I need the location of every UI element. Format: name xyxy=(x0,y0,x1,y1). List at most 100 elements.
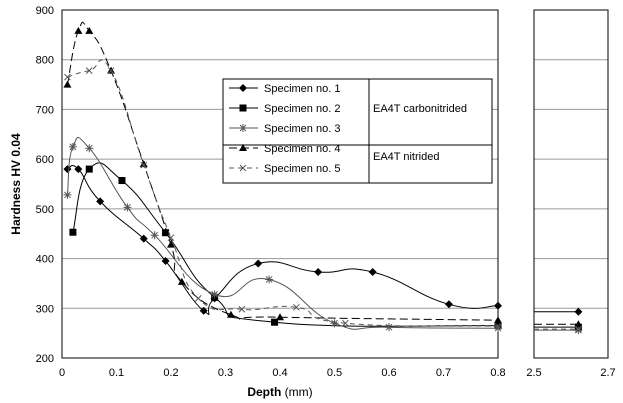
y-tick-label: 500 xyxy=(36,204,54,216)
legend-swatch-marker xyxy=(239,124,247,132)
legend-swatch-marker xyxy=(239,164,247,172)
series-5-marker xyxy=(107,67,115,75)
x-tick-label: 0.8 xyxy=(490,367,505,379)
series-1-marker xyxy=(444,300,453,309)
legend-entries: Specimen no. 1 Specimen no. 2 Specimen no.… xyxy=(229,83,340,175)
legend-label: Specimen no. 2 xyxy=(264,103,340,115)
series-4-marker xyxy=(85,26,94,34)
x-axis-unit: (mm) xyxy=(285,385,313,399)
x-tick-label: 0.5 xyxy=(327,367,342,379)
series-1-marker xyxy=(368,267,377,276)
x-tick-label: 0.3 xyxy=(218,367,233,379)
x-axis-title-text: Depth xyxy=(247,385,281,399)
series-3 xyxy=(63,136,583,335)
legend-swatch-marker xyxy=(239,104,247,112)
y-tick-label: 300 xyxy=(36,303,54,315)
series-1-marker xyxy=(494,301,502,310)
y-tick-label: 400 xyxy=(36,254,54,266)
series-1-marker xyxy=(254,259,263,268)
right-gridlines xyxy=(534,59,608,309)
series-3-marker xyxy=(85,144,94,153)
series-5-marker xyxy=(64,73,71,81)
series-3-marker xyxy=(265,275,274,284)
x-tick-label-right: 2.7 xyxy=(600,367,615,379)
series-2-marker xyxy=(162,229,170,237)
series-4-marker xyxy=(574,320,583,328)
series-4-marker xyxy=(226,310,235,318)
x-tick-labels-main: 0 0.1 0.2 0.3 0.4 0.5 0.6 0.7 0.8 xyxy=(59,367,506,379)
series-1 xyxy=(63,165,583,316)
series-2-marker xyxy=(85,165,93,173)
legend-group-carbonitrided: EA4T carbonitrided xyxy=(373,103,467,115)
y-tick-label: 800 xyxy=(36,55,54,67)
series-3-marker xyxy=(63,190,72,199)
series-1-marker xyxy=(96,197,105,206)
x-tick-label-right: 2.5 xyxy=(526,367,541,379)
series-2-marker xyxy=(69,228,77,236)
series-1-marker xyxy=(139,234,148,243)
legend-swatch-marker xyxy=(239,84,247,92)
y-tick-label: 200 xyxy=(36,353,54,365)
series-5-marker xyxy=(140,161,148,169)
series-5-line xyxy=(67,59,499,327)
series-5-marker xyxy=(292,303,300,311)
series-5-marker xyxy=(194,294,202,302)
series-1-marker xyxy=(161,257,170,266)
series-3-line xyxy=(66,136,499,330)
series-4-marker xyxy=(63,80,72,88)
x-tick-labels-right: 2.5 2.7 xyxy=(526,367,615,379)
series-5-marker xyxy=(238,305,246,313)
series-3-marker xyxy=(574,326,583,335)
series-4-marker xyxy=(74,26,83,34)
x-tick-label: 0.7 xyxy=(436,367,451,379)
y-tick-label: 700 xyxy=(36,104,54,116)
series-5-marker xyxy=(167,234,175,242)
series-2-marker xyxy=(271,318,279,326)
series-layer xyxy=(63,21,583,335)
series-3-marker xyxy=(68,142,77,151)
x-tick-label: 0.4 xyxy=(272,367,287,379)
series-4-marker xyxy=(276,313,284,321)
series-4-marker xyxy=(494,316,502,324)
legend: EA4T carbonitrided EA4T nitrided Specime… xyxy=(222,78,493,184)
series-3-marker xyxy=(123,203,132,212)
y-tick-label: 600 xyxy=(36,154,54,166)
series-5-marker xyxy=(85,67,93,75)
series-4-marker xyxy=(167,240,175,248)
x-axis-title: Depth (mm) xyxy=(247,385,312,399)
series-1-marker xyxy=(574,307,583,316)
right-plot-frame xyxy=(533,9,609,359)
series-3-marker xyxy=(494,324,502,333)
series-3-marker xyxy=(210,290,219,299)
series-4-marker xyxy=(177,277,186,285)
series-5-marker xyxy=(342,319,349,327)
legend-group-nitrided: EA4T nitrided xyxy=(373,151,439,163)
y-axis-title: Hardness HV 0.04 xyxy=(9,133,23,235)
x-tick-label: 0.2 xyxy=(163,367,178,379)
x-tick-label: 0.6 xyxy=(381,367,396,379)
series-3-marker xyxy=(385,323,393,332)
series-1-marker xyxy=(74,165,83,174)
series-5-marker xyxy=(494,322,502,330)
legend-box xyxy=(222,78,493,184)
series-1-marker xyxy=(199,306,208,315)
y-tick-labels: 200 300 400 500 600 700 800 900 xyxy=(36,5,54,365)
legend-label: Specimen no. 1 xyxy=(264,83,340,95)
series-3-marker xyxy=(330,319,339,328)
x-tick-label: 0 xyxy=(59,367,65,379)
series-4 xyxy=(63,21,583,328)
series-1-marker xyxy=(314,267,323,276)
x-tick-label: 0.1 xyxy=(109,367,124,379)
main-plot-frame xyxy=(61,9,499,359)
series-5-marker xyxy=(575,325,582,333)
series-3-marker xyxy=(150,231,159,240)
legend-label: Specimen no. 4 xyxy=(264,143,340,155)
y-tick-label: 900 xyxy=(36,5,54,17)
series-2-marker xyxy=(118,177,126,185)
legend-label: Specimen no. 3 xyxy=(264,123,340,135)
legend-swatch-marker xyxy=(239,144,247,151)
series-5 xyxy=(64,59,582,333)
legend-label: Specimen no. 5 xyxy=(264,163,340,175)
